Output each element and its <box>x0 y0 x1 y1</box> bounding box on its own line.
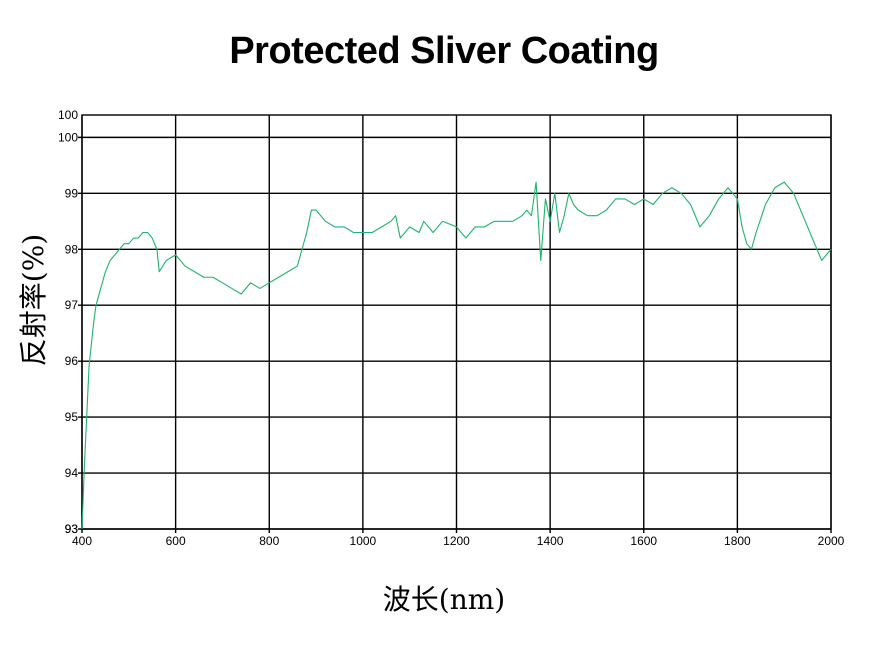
y-tick-label: 94 <box>65 466 79 480</box>
y-tick-label: 100 <box>58 130 78 144</box>
y-tick-label: 93 <box>65 522 79 536</box>
x-tick-label: 1800 <box>724 534 751 548</box>
chart-title: Protected Sliver Coating <box>229 30 659 72</box>
x-axis-label: 波长(nm) <box>382 583 506 616</box>
y-tick-label: 93 <box>65 522 79 536</box>
y-tick-label: 99 <box>65 186 79 200</box>
x-tick-label: 800 <box>259 534 279 548</box>
y-tick-label: 96 <box>65 354 79 368</box>
x-tick-label: 1600 <box>630 534 657 548</box>
series-group <box>81 181 832 530</box>
series-line <box>81 181 832 530</box>
x-tick-label: 1200 <box>443 534 470 548</box>
y-tick-label: 100 <box>58 108 78 122</box>
y-tick-label: 97 <box>65 298 79 312</box>
gridlines <box>78 115 832 533</box>
plot-frame <box>81 114 832 530</box>
x-tick-label: 2000 <box>818 534 845 548</box>
y-tick-label: 95 <box>65 410 79 424</box>
y-tick-label: 98 <box>65 242 79 256</box>
tick-labels: 400 600 800 1000 1200 1400 1600 1800 20009393949… <box>58 108 845 548</box>
x-tick-label: 1000 <box>350 534 377 548</box>
x-tick-label: 400 <box>72 534 92 548</box>
x-tick-label: 600 <box>166 534 186 548</box>
axes <box>81 114 832 530</box>
x-tick-label: 1400 <box>537 534 564 548</box>
